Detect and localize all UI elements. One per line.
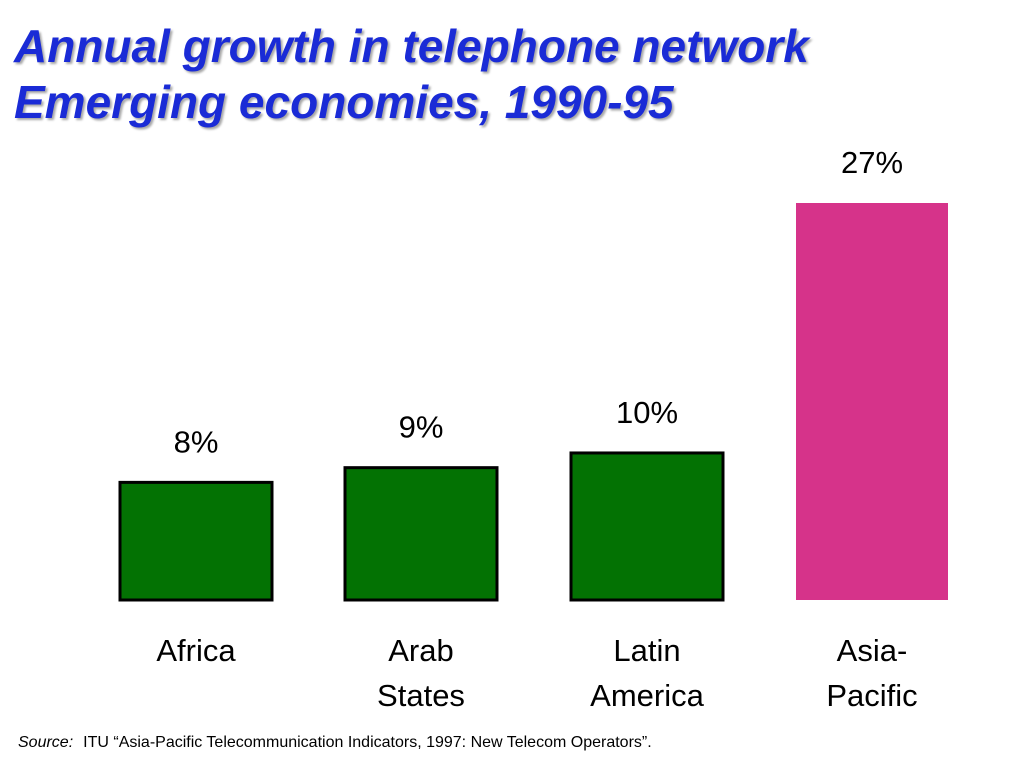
value-label-1: 9% [399, 410, 444, 445]
category-label-0: Africa [156, 633, 236, 668]
title-line-1: Annual growth in telephone network [14, 20, 809, 72]
category-label-line: Latin [613, 633, 680, 668]
source-note: Source: ITU “Asia-Pacific Telecommunicati… [18, 734, 652, 752]
category-label-line: America [590, 678, 704, 713]
title-line-2: Emerging economies, 1990-95 [14, 76, 674, 128]
bar-0 [118, 480, 274, 602]
category-label-line: Africa [156, 633, 236, 668]
page-title: Annual growth in telephone network Emerg… [14, 18, 809, 130]
bar-2 [569, 451, 725, 602]
category-label-line: Arab [388, 633, 453, 668]
value-label-0: 8% [174, 424, 219, 459]
source-label: Source: [18, 734, 74, 751]
category-label-2: Latin America [590, 633, 704, 713]
category-label-line: Asia- [837, 633, 908, 668]
bar-chart: 8% Africa 9% Arab States 10% Latin America 27% As… [118, 145, 948, 713]
bar-3 [796, 203, 948, 600]
category-label-3: Asia- Pacific [826, 633, 917, 713]
value-label-2: 10% [616, 395, 678, 430]
value-label-3: 27% [841, 145, 903, 180]
category-label-line: Pacific [826, 678, 917, 713]
category-label-1: Arab States [377, 633, 465, 713]
bar-1 [343, 466, 499, 602]
source-text: ITU “Asia-Pacific Telecommunication Indi… [83, 734, 652, 751]
category-label-line: States [377, 678, 465, 713]
